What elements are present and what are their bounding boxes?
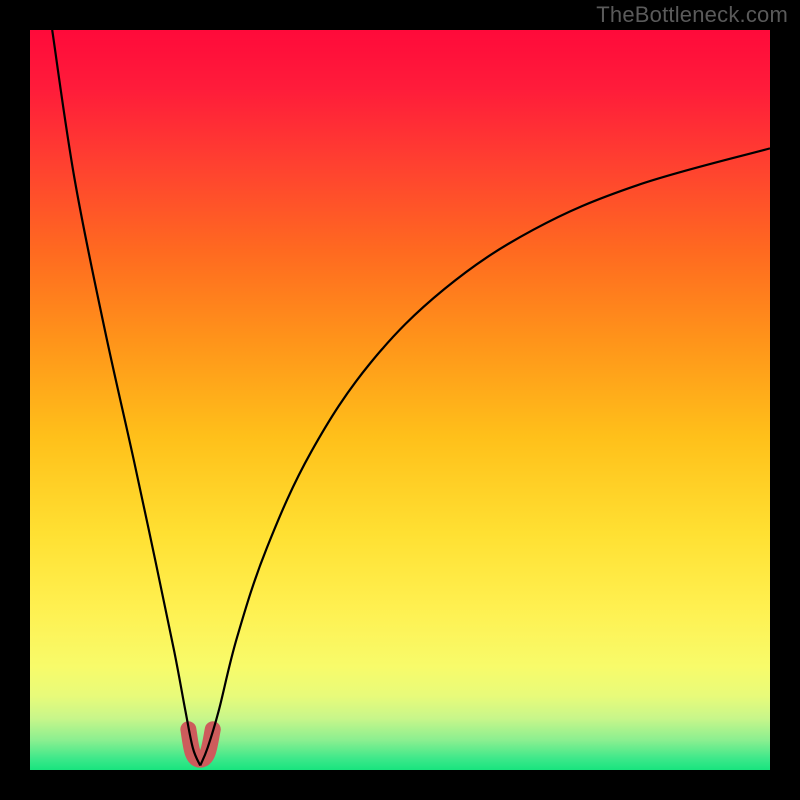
plot-frame [30,30,770,770]
curve-right-branch [200,148,770,765]
root-container: TheBottleneck.com [0,0,800,800]
watermark-text: TheBottleneck.com [596,2,788,28]
curve-left-branch [52,30,200,766]
curve-overlay [30,30,770,770]
